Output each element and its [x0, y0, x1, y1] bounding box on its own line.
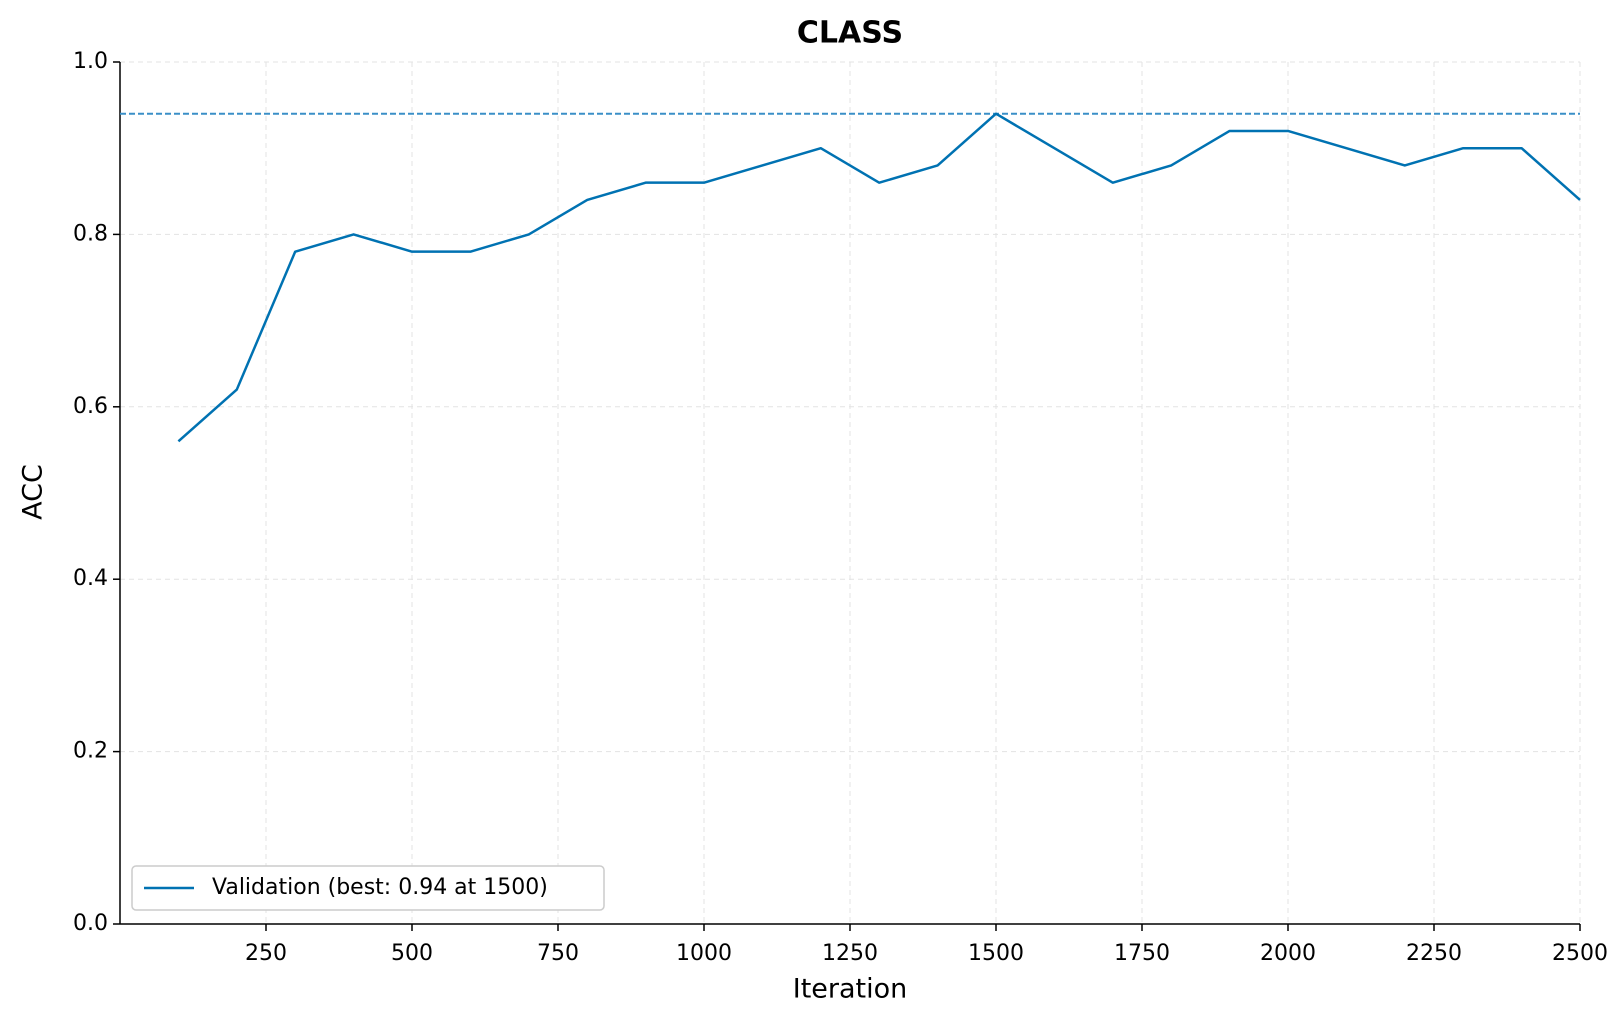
y-tick-label: 0.2 — [73, 739, 108, 764]
x-tick-label: 250 — [245, 941, 287, 966]
y-tick-label: 0.8 — [73, 221, 108, 246]
chart-title: CLASS — [797, 16, 903, 51]
x-tick-label: 2500 — [1552, 941, 1608, 966]
x-tick-label: 1500 — [968, 941, 1024, 966]
legend-label: Validation (best: 0.94 at 1500) — [212, 875, 548, 900]
x-tick-label: 2000 — [1260, 941, 1316, 966]
y-tick-label: 0.0 — [73, 911, 108, 936]
x-tick-label: 1750 — [1114, 941, 1170, 966]
legend: Validation (best: 0.94 at 1500) — [131, 865, 605, 911]
x-tick-label: 1000 — [676, 941, 732, 966]
y-tick-label: 0.6 — [73, 394, 108, 419]
x-tick-label: 2250 — [1406, 941, 1462, 966]
x-tick-label: 1250 — [822, 941, 878, 966]
x-axis-label: Iteration — [793, 974, 908, 1005]
legend-box — [131, 865, 605, 911]
x-tick-label: 500 — [391, 941, 433, 966]
y-tick-label: 0.4 — [73, 566, 108, 591]
y-tick-label: 1.0 — [73, 49, 108, 74]
y-axis-label: ACC — [18, 464, 49, 520]
data-line — [177, 112, 1581, 443]
x-tick-label: 750 — [537, 941, 579, 966]
